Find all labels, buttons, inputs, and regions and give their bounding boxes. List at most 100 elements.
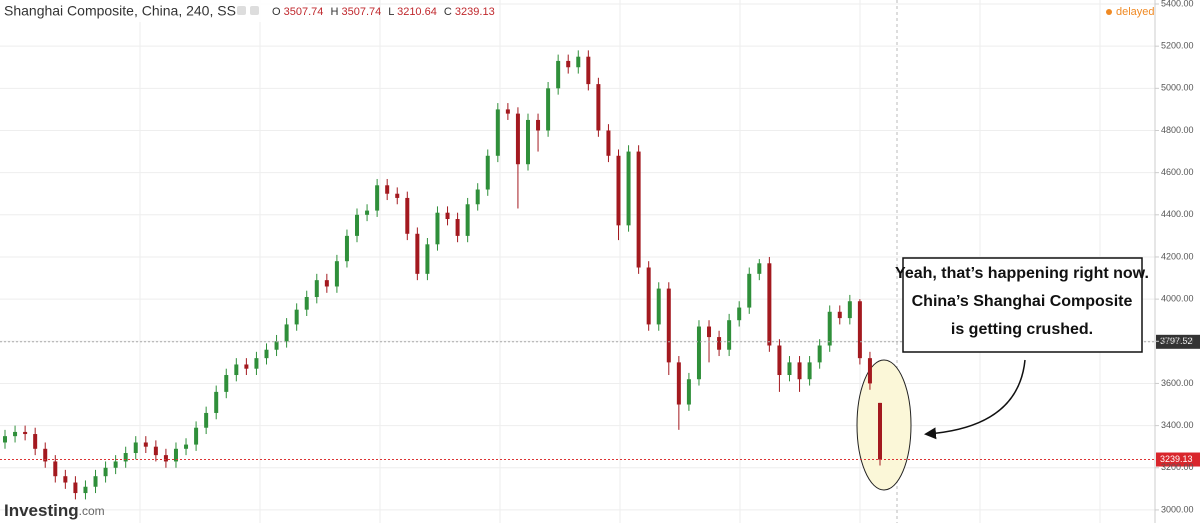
candle-body [606, 130, 611, 156]
icon[interactable] [250, 6, 259, 15]
ohlc-label: C [444, 6, 452, 18]
candle-body [757, 263, 762, 274]
candle-body [656, 288, 661, 325]
candle-body [93, 476, 98, 487]
candle-body [83, 486, 88, 494]
y-tick-label: 4800.00 [1161, 125, 1194, 135]
candle-body [455, 219, 460, 236]
candle-body [797, 362, 802, 380]
y-tick-label: 4200.00 [1161, 251, 1194, 261]
y-tick-label: 3800.00 [1161, 336, 1194, 346]
candle-body [43, 448, 48, 462]
logo-brand: Investing [4, 501, 79, 520]
y-tick-label: 3400.00 [1161, 420, 1194, 430]
candle-body [777, 345, 782, 376]
overlay: 3797.52 3239.13 [0, 334, 1200, 467]
candle-body [666, 288, 671, 363]
candle-body [696, 326, 701, 380]
ohlc-value: 3239.13 [455, 6, 495, 18]
candle-body [234, 364, 239, 376]
candle-body [546, 88, 551, 131]
candle-body [586, 56, 591, 85]
chart-title: Shanghai Composite, China, 240, SS [4, 3, 236, 19]
candle-body [53, 461, 58, 477]
candle-body [224, 375, 229, 392]
candle-body [375, 185, 380, 211]
candle-body [525, 119, 530, 165]
candle-body [284, 324, 289, 342]
y-tick-label: 4000.00 [1161, 294, 1194, 304]
annotation-line: Yeah, that’s happening right now. [895, 265, 1149, 282]
candle-body [113, 461, 118, 468]
price-tag-label: 3239.13 [1160, 454, 1193, 464]
candle-body [23, 431, 28, 435]
y-tick-label: 3600.00 [1161, 378, 1194, 388]
candle-body [596, 84, 601, 131]
candle-body [13, 431, 18, 437]
candle-body [878, 402, 882, 460]
candle-body [184, 444, 189, 449]
candle-body [465, 204, 470, 236]
candle-body [515, 113, 520, 165]
candle-body [264, 349, 269, 359]
candle-body [415, 233, 420, 274]
candle-body [304, 297, 309, 310]
header-bg [0, 0, 305, 22]
ohlc-value: 3507.74 [284, 6, 324, 18]
candle-body [636, 151, 641, 268]
candle-body [576, 56, 581, 68]
grid [0, 0, 1155, 523]
logo-suffix: .com [79, 504, 105, 518]
price-tag [1156, 334, 1200, 349]
candle-body [747, 273, 752, 308]
candle-body [857, 301, 862, 359]
ohlc-label: O [272, 6, 281, 18]
y-tick-label: 4600.00 [1161, 167, 1194, 177]
candle-body [556, 60, 561, 89]
candle-body [767, 263, 772, 346]
candle-body [33, 434, 38, 449]
status: delayed [1116, 6, 1155, 18]
candle-body [626, 151, 631, 226]
candle-body [676, 362, 681, 405]
candle-body [324, 280, 329, 287]
ohlc-readout: O 3507.74 H 3507.74 L 3210.64 C 3239.13 [272, 6, 495, 18]
candle-body [646, 267, 651, 325]
candle-body [355, 214, 360, 236]
candle-body [214, 391, 219, 413]
candle-body [153, 446, 158, 456]
candle-body [867, 358, 872, 384]
ohlc-label: L [388, 6, 394, 18]
annotation-line: is getting crushed. [951, 321, 1093, 338]
candles [3, 50, 882, 500]
candle-body [847, 301, 852, 319]
candle-body [787, 362, 792, 376]
ohlc-label: H [330, 6, 338, 18]
candle-body [445, 212, 450, 220]
candle-body [133, 442, 138, 454]
icon[interactable] [237, 6, 246, 15]
candle-body [3, 436, 7, 443]
candle-body [334, 261, 339, 287]
candle-body [817, 345, 822, 363]
candle-body [837, 311, 842, 319]
candle-body [807, 362, 812, 380]
price-tag-label: 3797.52 [1160, 336, 1193, 346]
ohlc-value: 3210.64 [397, 6, 437, 18]
candle-body [475, 189, 480, 205]
candle-body [244, 364, 249, 369]
candle-body [827, 311, 832, 346]
candle-body [254, 358, 259, 369]
candle-body [737, 307, 742, 321]
y-tick-label: 5400.00 [1161, 0, 1194, 8]
candle-body [344, 235, 349, 262]
annotation-line: China’s Shanghai Composite [912, 293, 1133, 310]
candle-body [686, 379, 691, 405]
y-tick-label: 3000.00 [1161, 504, 1194, 514]
candle-body [163, 455, 168, 462]
candle-body [566, 60, 571, 68]
candle-body [425, 244, 430, 274]
y-tick-label: 5000.00 [1161, 83, 1194, 93]
y-tick-label: 5200.00 [1161, 41, 1194, 51]
